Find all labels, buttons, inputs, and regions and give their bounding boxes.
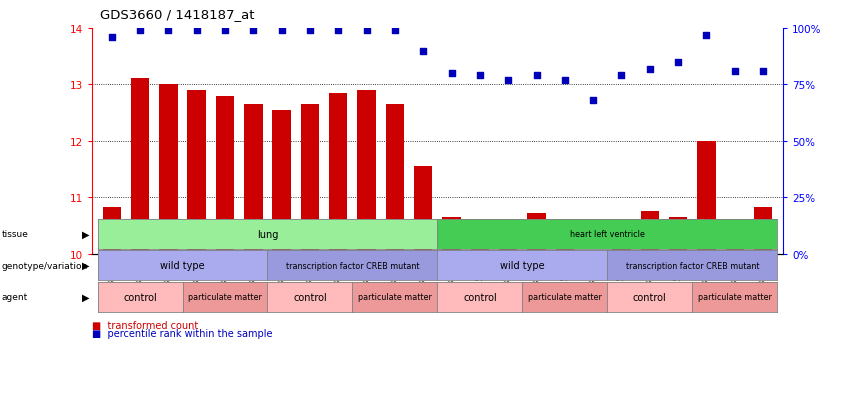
Text: transcription factor CREB mutant: transcription factor CREB mutant bbox=[625, 261, 759, 270]
Bar bbox=[102, 208, 121, 254]
Point bbox=[332, 28, 346, 34]
Point bbox=[445, 71, 459, 77]
Point bbox=[134, 28, 147, 34]
Bar bbox=[556, 238, 574, 254]
Text: ▶: ▶ bbox=[83, 292, 89, 302]
Text: transcription factor CREB mutant: transcription factor CREB mutant bbox=[286, 261, 420, 270]
Point bbox=[700, 32, 713, 39]
Text: heart left ventricle: heart left ventricle bbox=[570, 230, 645, 239]
Bar bbox=[471, 220, 489, 254]
Bar bbox=[443, 217, 460, 254]
Bar bbox=[612, 223, 631, 254]
Bar bbox=[528, 214, 545, 254]
Bar bbox=[697, 141, 716, 254]
Bar bbox=[244, 105, 263, 254]
Bar bbox=[641, 212, 659, 254]
Point bbox=[105, 35, 118, 41]
Bar bbox=[754, 208, 773, 254]
Point bbox=[643, 66, 657, 73]
Text: tissue: tissue bbox=[2, 230, 29, 239]
Bar bbox=[414, 167, 432, 254]
Point bbox=[501, 77, 515, 84]
Text: ▶: ▶ bbox=[83, 229, 89, 239]
Text: control: control bbox=[293, 292, 327, 302]
Text: genotype/variation: genotype/variation bbox=[2, 261, 88, 270]
Bar bbox=[329, 94, 347, 254]
Text: particulate matter: particulate matter bbox=[358, 292, 431, 301]
Text: particulate matter: particulate matter bbox=[188, 292, 262, 301]
Text: control: control bbox=[123, 292, 157, 302]
Text: wild type: wild type bbox=[500, 261, 545, 271]
Text: control: control bbox=[463, 292, 497, 302]
Point bbox=[671, 59, 685, 66]
Point bbox=[218, 28, 231, 34]
Bar bbox=[272, 111, 291, 254]
Point bbox=[586, 97, 600, 104]
Point bbox=[473, 73, 487, 79]
Point bbox=[190, 28, 203, 34]
Point bbox=[416, 48, 430, 55]
Bar bbox=[726, 221, 744, 254]
Text: control: control bbox=[633, 292, 666, 302]
Point bbox=[614, 73, 628, 79]
Bar bbox=[300, 105, 319, 254]
Bar bbox=[386, 105, 404, 254]
Text: particulate matter: particulate matter bbox=[698, 292, 772, 301]
Point bbox=[728, 69, 741, 75]
Bar bbox=[216, 96, 234, 254]
Point bbox=[388, 28, 402, 34]
Point bbox=[162, 28, 175, 34]
Text: wild type: wild type bbox=[160, 261, 205, 271]
Bar bbox=[131, 78, 149, 254]
Bar bbox=[584, 251, 603, 254]
Text: lung: lung bbox=[257, 229, 278, 239]
Text: ■  transformed count: ■ transformed count bbox=[92, 320, 198, 330]
Point bbox=[558, 77, 572, 84]
Point bbox=[247, 28, 260, 34]
Text: GDS3660 / 1418187_at: GDS3660 / 1418187_at bbox=[100, 8, 255, 21]
Text: ■  percentile rank within the sample: ■ percentile rank within the sample bbox=[92, 328, 272, 338]
Point bbox=[303, 28, 317, 34]
Point bbox=[275, 28, 288, 34]
Bar bbox=[357, 91, 376, 254]
Point bbox=[529, 73, 543, 79]
Point bbox=[757, 69, 770, 75]
Text: ▶: ▶ bbox=[83, 261, 89, 271]
Point bbox=[360, 28, 374, 34]
Text: particulate matter: particulate matter bbox=[528, 292, 602, 301]
Bar bbox=[499, 246, 517, 254]
Text: agent: agent bbox=[2, 292, 28, 301]
Bar bbox=[669, 217, 688, 254]
Bar bbox=[187, 91, 206, 254]
Bar bbox=[159, 85, 178, 254]
